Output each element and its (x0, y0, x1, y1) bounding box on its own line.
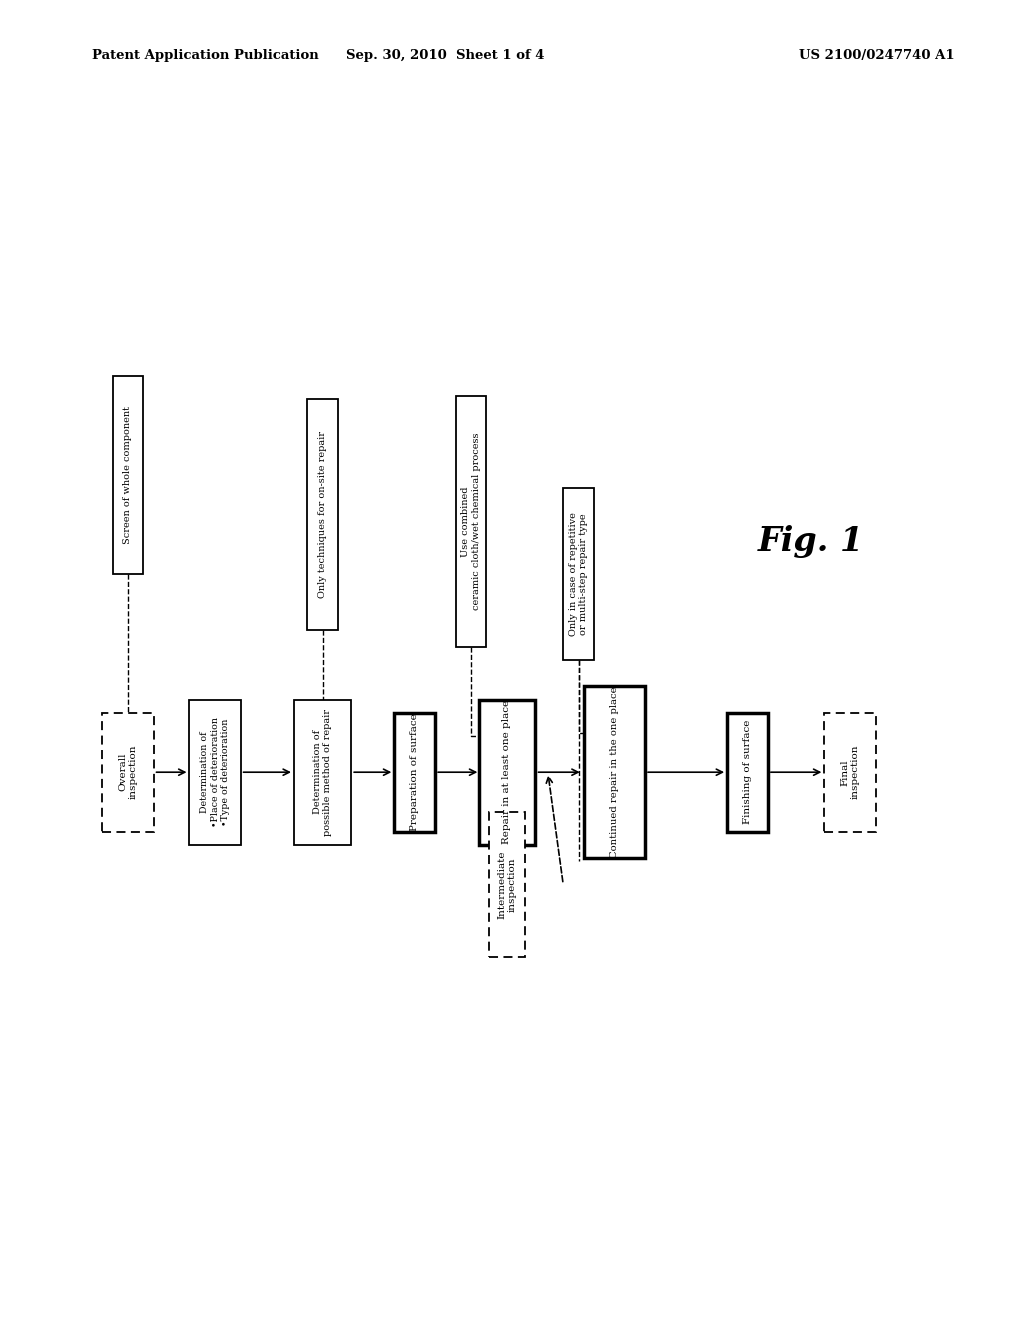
Bar (394, 713, 435, 832)
Text: US 2100/0247740 A1: US 2100/0247740 A1 (799, 49, 954, 62)
Text: Overall
inspection: Overall inspection (119, 744, 137, 800)
Bar (295, 700, 350, 845)
Text: Preparation of surface: Preparation of surface (411, 713, 419, 832)
Text: Screen of whole component: Screen of whole component (124, 407, 132, 544)
Text: Only in case of repetitive
or multi-step repair type: Only in case of repetitive or multi-step… (569, 512, 588, 636)
Text: Only techniques for on-site repair: Only techniques for on-site repair (318, 432, 327, 598)
Text: Fig. 1: Fig. 1 (758, 525, 864, 557)
Bar (307, 399, 338, 631)
Bar (824, 713, 876, 832)
Text: Determination of
•Place of deterioration
•Type of deterioration: Determination of •Place of deterioration… (200, 717, 230, 828)
Text: Intermediate
inspection: Intermediate inspection (498, 850, 516, 919)
Text: Use combined
ceramic cloth/wet chemical process: Use combined ceramic cloth/wet chemical … (462, 433, 480, 610)
Bar (456, 396, 486, 647)
Bar (489, 812, 524, 957)
Text: Finishing of surface: Finishing of surface (743, 719, 752, 825)
Text: Determination of
possible method of repair: Determination of possible method of repa… (313, 709, 332, 836)
Bar (113, 376, 143, 574)
Bar (563, 488, 594, 660)
Bar (189, 700, 241, 845)
Text: Repair in at least one place: Repair in at least one place (503, 700, 511, 845)
Text: Continued repair in the one place: Continued repair in the one place (610, 686, 618, 858)
Text: Sep. 30, 2010  Sheet 1 of 4: Sep. 30, 2010 Sheet 1 of 4 (346, 49, 545, 62)
Text: Final
inspection: Final inspection (841, 744, 859, 800)
Bar (727, 713, 768, 832)
Bar (102, 713, 154, 832)
Text: Patent Application Publication: Patent Application Publication (92, 49, 318, 62)
Bar (478, 700, 535, 845)
Bar (584, 686, 645, 858)
